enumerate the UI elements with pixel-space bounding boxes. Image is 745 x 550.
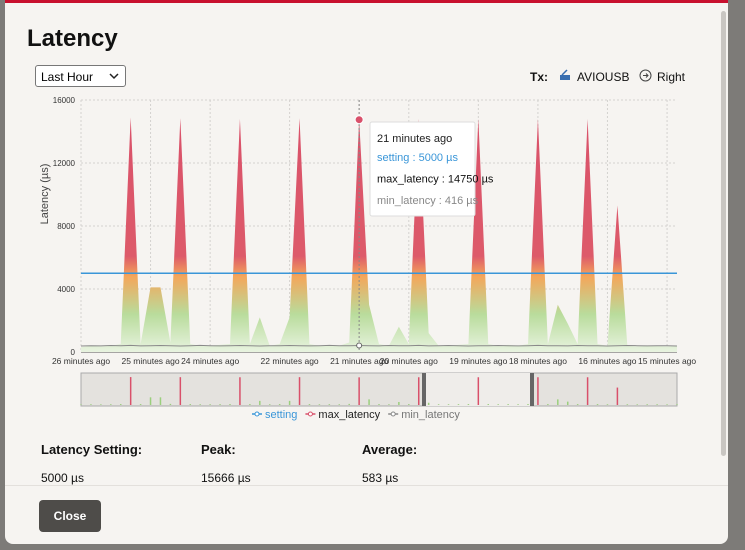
x-tick-label: 18 minutes ago (509, 356, 567, 366)
x-tick-label: 26 minutes ago (52, 356, 110, 366)
hover-point (354, 115, 364, 125)
tx-label: Tx: (530, 70, 548, 84)
y-tick-label: 0 (71, 348, 76, 357)
x-tick-label: 19 minutes ago (449, 356, 507, 366)
stat-value: 15666 µs (201, 471, 251, 485)
legend-marker (307, 411, 313, 417)
x-tick-label: 25 minutes ago (121, 356, 179, 366)
x-tick-label: 16 minutes ago (578, 356, 636, 366)
tooltip-line: setting : 5000 µs (377, 152, 458, 164)
legend-label[interactable]: max_latency (318, 409, 380, 421)
y-tick-label: 16000 (53, 96, 76, 105)
x-tick-label: 20 minutes ago (380, 356, 438, 366)
stat-label: Average: (362, 442, 418, 457)
tooltip-line: max_latency : 14750 µs (377, 174, 494, 186)
x-tick-label: 15 minutes ago (638, 356, 696, 366)
stat-value: 5000 µs (41, 471, 84, 485)
legend-label[interactable]: min_latency (401, 409, 460, 421)
scrollbar[interactable] (721, 11, 726, 456)
hover-point (356, 342, 363, 349)
y-tick-label: 8000 (57, 222, 75, 231)
range-select-text: Last Hour (41, 70, 94, 84)
x-tick-label: 24 minutes ago (181, 356, 239, 366)
device-name: AVIOUSB (577, 70, 630, 84)
legend-marker (254, 411, 260, 417)
tooltip-title: 21 minutes ago (377, 133, 452, 145)
close-button[interactable]: Close (39, 500, 101, 532)
legend-label[interactable]: setting (265, 409, 297, 421)
range-select[interactable]: Last Hour (35, 65, 126, 87)
stat-value: 583 µs (362, 471, 399, 485)
tooltip-line: min_latency : 416 µs (377, 195, 479, 207)
chart: Latency (µs) 0 4000 8000 12000 16000 26 minut… (39, 96, 696, 421)
x-tick-label: 21 minutes ago (330, 356, 388, 366)
x-tick-label: 22 minutes ago (261, 356, 319, 366)
stat-label: Peak: (201, 442, 236, 457)
dialog-title: Latency (27, 25, 118, 52)
channel-icon (639, 69, 652, 82)
stat-label: Latency Setting: (41, 442, 143, 457)
footer: Close (5, 485, 728, 544)
y-tick-label: 12000 (53, 159, 76, 168)
area (81, 117, 677, 352)
device-icon (560, 69, 570, 80)
y-tick-label: 4000 (57, 285, 75, 294)
line (80, 344, 678, 347)
channel-name: Right (657, 70, 686, 84)
chevron (109, 73, 119, 80)
y-axis-label: Latency (µs) (39, 164, 51, 225)
legend-marker (390, 411, 396, 417)
navigator-handle (422, 373, 426, 406)
navigator-handle (530, 373, 534, 406)
tooltip (369, 121, 476, 217)
